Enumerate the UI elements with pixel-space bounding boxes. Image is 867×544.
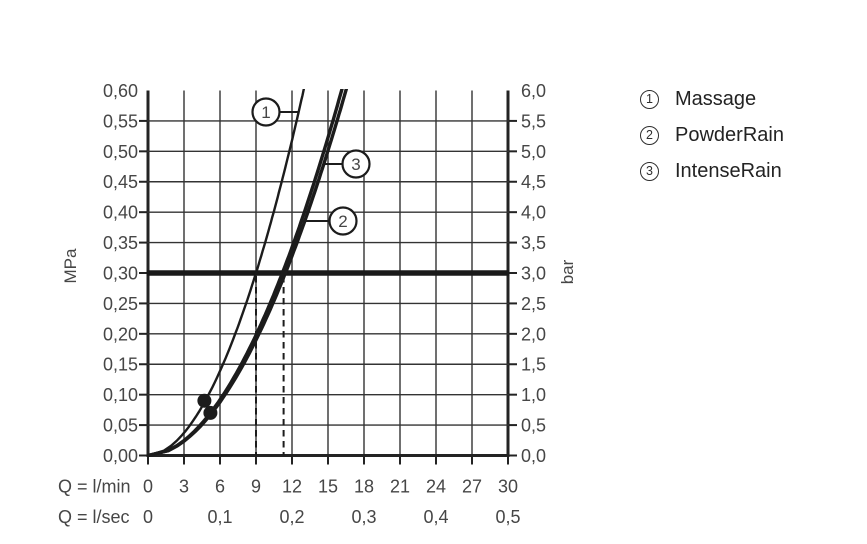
x-tick-lsec: 0,5 [495, 507, 520, 527]
legend-item-powderrain: 2 PowderRain [640, 117, 784, 153]
x-tick-lmin: 21 [390, 476, 410, 496]
y-tick-mpa: 0,35 [103, 233, 138, 253]
x-tick-lmin: 24 [426, 476, 446, 496]
y-tick-bar: 1,5 [521, 355, 546, 375]
chart-legend: 1 Massage 2 PowderRain 3 IntenseRain [640, 81, 784, 189]
x-tick-lmin: 3 [179, 476, 189, 496]
axis-labels: 0,600,550,500,450,400,350,300,250,200,15… [58, 81, 577, 527]
y-tick-bar: 2,0 [521, 324, 546, 344]
y-tick-bar: 4,5 [521, 172, 546, 192]
x-tick-lmin: 6 [215, 476, 225, 496]
curve-powderrain [146, 89, 344, 457]
curve-intenserain [146, 89, 349, 457]
y-tick-bar: 3,0 [521, 263, 546, 283]
x-tick-lsec: 0,3 [351, 507, 376, 527]
curve-label-number: 3 [351, 155, 360, 174]
x-tick-lsec: 0,4 [423, 507, 448, 527]
curve-label-circle-1 [251, 97, 281, 127]
y-tick-mpa: 0,00 [103, 446, 138, 466]
y-tick-mpa: 0,60 [103, 81, 138, 101]
x-tick-lmin: 0 [143, 476, 153, 496]
curve-label-number: 1 [261, 103, 270, 122]
y-axis-title-bar: bar [558, 259, 577, 284]
circled-number-icon: 1 [640, 89, 659, 109]
legend-item-label: PowderRain [675, 123, 784, 146]
x-tick-lmin: 15 [318, 476, 338, 496]
y-tick-mpa: 0,15 [103, 355, 138, 375]
y-tick-mpa: 0,25 [103, 294, 138, 314]
y-tick-bar: 5,5 [521, 111, 546, 131]
x-tick-lmin: 9 [251, 476, 261, 496]
y-axis-title-mpa: MPa [61, 248, 80, 284]
dashed-guides [255, 276, 285, 456]
x-tick-lsec: 0 [143, 507, 153, 527]
curve-label-number: 2 [338, 212, 347, 231]
y-tick-bar: 3,5 [521, 233, 546, 253]
data-point-marker [203, 405, 218, 420]
x-tick-lsec: 0,2 [279, 507, 304, 527]
y-tick-mpa: 0,55 [103, 111, 138, 131]
y-tick-bar: 0,0 [521, 446, 546, 466]
legend-item-massage: 1 Massage [640, 81, 784, 117]
x-tick-lmin: 18 [354, 476, 374, 496]
y-tick-bar: 6,0 [521, 81, 546, 101]
y-tick-mpa: 0,40 [103, 203, 138, 223]
x-tick-lmin: 30 [498, 476, 518, 496]
y-tick-mpa: 0,30 [103, 263, 138, 283]
y-tick-bar: 0,5 [521, 416, 546, 436]
y-tick-mpa: 0,45 [103, 172, 138, 192]
marked-points [197, 393, 218, 420]
curve-number-labels: 1 2 3 [251, 97, 371, 236]
curve-label-circle-3 [341, 149, 371, 179]
x-tick-lmin: 12 [282, 476, 302, 496]
x-axis-title-lsec: Q = l/sec [58, 507, 130, 527]
legend-item-label: Massage [675, 87, 757, 110]
x-tick-lsec: 0,1 [207, 507, 232, 527]
y-tick-mpa: 0,50 [103, 142, 138, 162]
y-tick-bar: 5,0 [521, 142, 546, 162]
curves [146, 89, 349, 457]
curve-label-circle-2 [328, 206, 358, 236]
axis-ticks [139, 119, 517, 465]
x-axis-title-lmin: Q = l/min [58, 476, 131, 496]
y-tick-bar: 2,5 [521, 294, 546, 314]
y-tick-bar: 1,0 [521, 385, 546, 405]
data-point-marker [197, 393, 212, 408]
circled-number-icon: 3 [640, 161, 659, 181]
y-tick-mpa: 0,20 [103, 324, 138, 344]
x-tick-lmin: 27 [462, 476, 482, 496]
legend-item-intenserain: 3 IntenseRain [640, 153, 784, 189]
y-tick-bar: 4,0 [521, 203, 546, 223]
curve-massage [146, 89, 306, 457]
y-tick-mpa: 0,10 [103, 385, 138, 405]
circled-number-icon: 2 [640, 125, 659, 145]
y-tick-mpa: 0,05 [103, 416, 138, 436]
legend-item-label: IntenseRain [675, 159, 782, 182]
